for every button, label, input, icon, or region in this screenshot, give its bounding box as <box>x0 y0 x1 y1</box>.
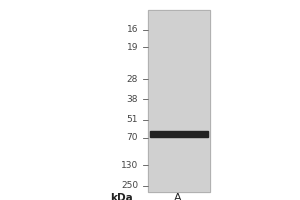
Text: A: A <box>174 193 182 200</box>
Text: 28: 28 <box>127 74 138 84</box>
Bar <box>150 131 208 137</box>
Text: 70: 70 <box>127 134 138 142</box>
Text: 19: 19 <box>127 43 138 51</box>
Bar <box>148 10 210 192</box>
Text: kDa: kDa <box>110 193 133 200</box>
Text: 250: 250 <box>121 182 138 190</box>
Text: 16: 16 <box>127 25 138 34</box>
Text: 38: 38 <box>127 95 138 104</box>
Bar <box>148 10 210 192</box>
Text: 51: 51 <box>127 116 138 124</box>
Text: 130: 130 <box>121 160 138 170</box>
